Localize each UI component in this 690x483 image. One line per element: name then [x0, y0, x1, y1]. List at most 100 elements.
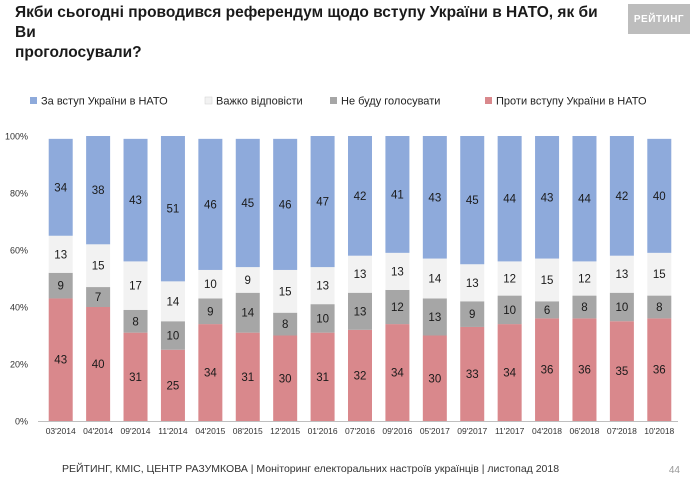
data-label: 9	[245, 275, 251, 287]
data-label: 40	[92, 359, 105, 371]
x-tick-label: 11'2014	[158, 426, 188, 436]
bar-segment	[310, 332, 335, 421]
legend-swatch	[30, 97, 37, 104]
y-tick-label: 0%	[15, 417, 28, 427]
x-tick-label: 11'2017	[495, 426, 525, 436]
bar-segment	[609, 255, 634, 293]
legend-label: Важко відповісти	[216, 96, 303, 108]
data-label: 34	[391, 368, 404, 380]
bar-segment	[48, 138, 73, 236]
bar-segment	[235, 292, 260, 333]
bar-segment	[460, 301, 485, 327]
x-tick-label: 10'2018	[644, 426, 674, 436]
data-label: 36	[578, 365, 591, 377]
x-tick-label: 04'2015	[195, 426, 225, 436]
bar-segment	[572, 318, 597, 421]
bar-segment	[48, 272, 73, 299]
y-tick-label: 20%	[10, 360, 28, 370]
data-label: 43	[54, 355, 67, 367]
data-label: 32	[354, 370, 367, 382]
data-label: 14	[428, 274, 441, 286]
bar-segment	[235, 332, 260, 421]
data-label: 13	[391, 266, 404, 278]
x-tick-label: 01'2016	[308, 426, 338, 436]
data-label: 8	[581, 302, 587, 314]
data-label: 13	[354, 306, 367, 318]
data-label: 34	[503, 368, 516, 380]
x-tick-label: 04'2014	[83, 426, 113, 436]
bar-segment	[422, 258, 447, 299]
bar-segment	[497, 295, 522, 325]
data-label: 13	[615, 269, 628, 281]
legend-label: Не буду голосувати	[341, 96, 440, 108]
x-tick-label: 09'2017	[457, 426, 487, 436]
bar-segment	[348, 255, 372, 293]
bar-segment	[572, 136, 597, 262]
bar-segment	[609, 136, 634, 256]
bar-segment	[160, 136, 185, 282]
data-label: 7	[95, 292, 101, 304]
bar-segment	[160, 281, 185, 322]
data-label: 15	[92, 261, 105, 273]
data-label: 9	[469, 309, 475, 321]
data-label: 36	[541, 365, 554, 377]
data-label: 30	[428, 373, 441, 385]
bar-segment	[160, 321, 185, 350]
data-label: 13	[54, 249, 67, 261]
bar-segment	[460, 326, 485, 421]
x-tick-label: 12'2015	[270, 426, 300, 436]
bar-segment	[497, 261, 522, 296]
data-label: 42	[354, 191, 367, 203]
bar-segment	[123, 332, 148, 421]
data-label: 8	[282, 319, 288, 331]
data-label: 34	[204, 368, 217, 380]
bar-segment	[385, 324, 410, 421]
x-tick-label: 09'2014	[121, 426, 151, 436]
title-line-1: Якби сьогодні проводився референдум щодо…	[15, 4, 598, 41]
bar-segment	[460, 264, 485, 302]
data-label: 44	[578, 194, 591, 206]
data-label: 31	[316, 372, 329, 384]
y-tick-label: 60%	[10, 246, 28, 256]
data-label: 43	[428, 192, 441, 204]
x-tick-label: 07'2018	[607, 426, 637, 436]
bar-segment	[647, 138, 672, 253]
bar-segment	[385, 252, 410, 290]
bar-segment	[535, 301, 560, 319]
legend-swatch	[204, 96, 213, 105]
bar-segment	[86, 307, 111, 421]
data-label: 13	[354, 269, 367, 281]
bar-segment	[497, 136, 522, 262]
brand-logo: РЕЙТИНГ	[628, 4, 690, 34]
data-label: 10	[316, 313, 329, 325]
data-label: 8	[656, 302, 662, 314]
y-tick-label: 40%	[10, 303, 28, 313]
data-label: 46	[204, 199, 217, 211]
title-line-2: проголосували?	[15, 44, 142, 61]
data-label: 6	[544, 305, 550, 317]
data-label: 46	[279, 199, 292, 211]
bar-segment	[123, 138, 148, 262]
x-tick-label: 08'2015	[233, 426, 263, 436]
data-label: 47	[316, 197, 329, 209]
bar-segment	[385, 136, 410, 253]
bar-segment	[235, 138, 260, 268]
data-label: 8	[132, 316, 138, 328]
data-label: 41	[391, 189, 404, 201]
legend-swatch	[485, 97, 492, 104]
data-label: 10	[204, 279, 217, 291]
bar-segment	[86, 136, 111, 245]
page-number: 44	[668, 465, 680, 476]
data-label: 45	[466, 195, 479, 207]
data-label: 25	[167, 380, 180, 392]
bar-segment	[123, 261, 148, 310]
x-tick-label: 05'2017	[420, 426, 450, 436]
data-label: 44	[503, 194, 516, 206]
bar-segment	[385, 289, 410, 325]
bar-segment	[647, 295, 672, 319]
bar-segment	[86, 244, 111, 288]
bar-segment	[310, 304, 335, 333]
bar-segment	[535, 136, 560, 259]
bar-segment	[273, 335, 298, 421]
bar-segment	[48, 298, 73, 421]
